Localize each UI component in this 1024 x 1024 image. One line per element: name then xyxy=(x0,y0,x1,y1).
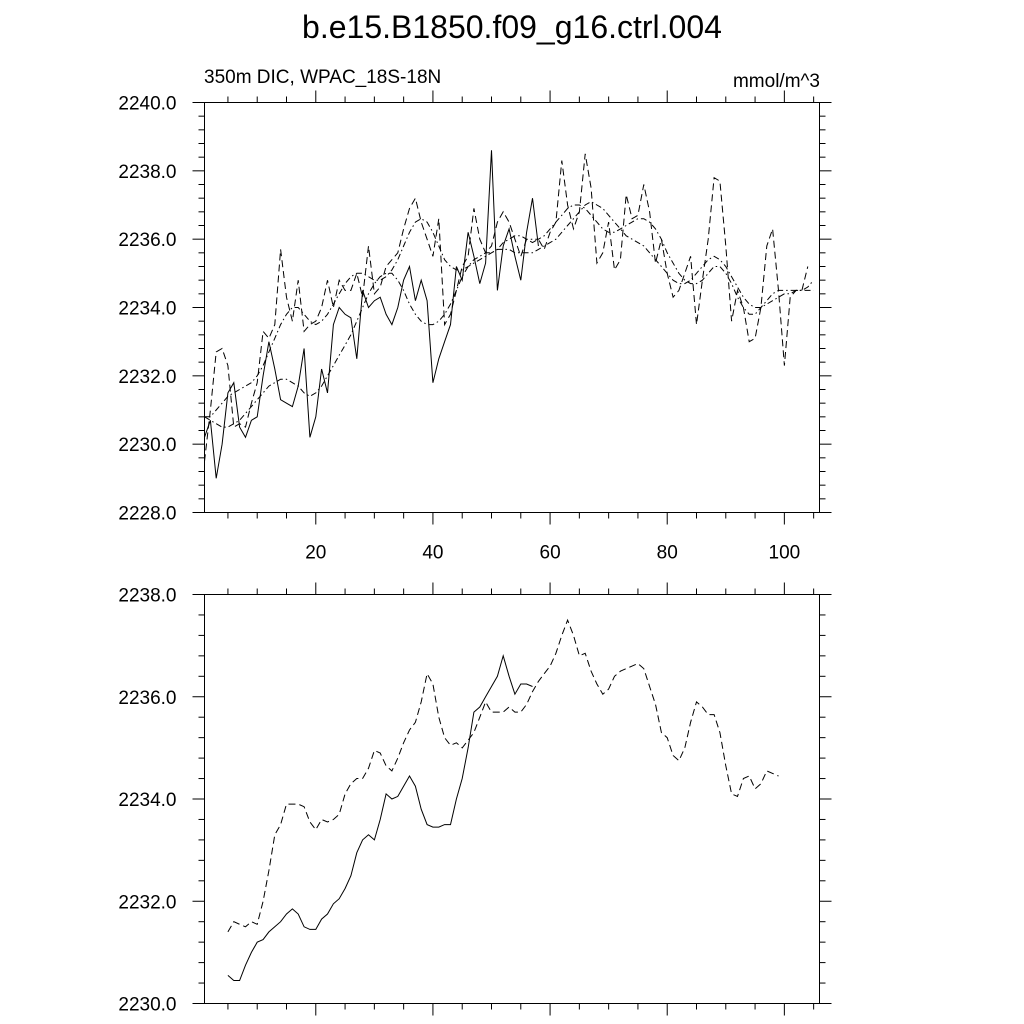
top-xtick-label: 40 xyxy=(422,543,443,564)
top-ytick-label: 2240.0 xyxy=(118,94,176,115)
top-left-label: 350m DIC, WPAC_18S-18N xyxy=(204,67,441,88)
bottom-ytick-label: 2230.0 xyxy=(118,995,176,1016)
bottom-series-group xyxy=(227,618,779,981)
bottom-ytick-label: 2234.0 xyxy=(118,790,176,811)
top-series-group xyxy=(204,150,814,479)
top-panel: 350m DIC, WPAC_18S-18N mmol/m^3 20 40 60 80… xyxy=(118,67,832,564)
bottom-series-line-1 xyxy=(227,653,533,981)
top-tick-labels: 20 40 60 80 100 2228.0 2230.0 2232.0 2234.0 2236.… xyxy=(118,94,800,564)
top-xtick-label: 100 xyxy=(769,543,801,564)
bottom-series-line-2 xyxy=(227,618,779,933)
bottom-ytick-label: 2232.0 xyxy=(118,892,176,913)
bottom-ytick-label: 2236.0 xyxy=(118,688,176,709)
top-ytick-label: 2232.0 xyxy=(118,367,176,388)
bottom-tick-labels: 2230.0 2232.0 2234.0 2236.0 2238.0 xyxy=(118,586,176,1016)
top-major-ticks xyxy=(192,90,832,525)
top-right-label: mmol/m^3 xyxy=(733,71,820,92)
top-ytick-label: 2234.0 xyxy=(118,299,176,320)
bottom-plot-frame xyxy=(204,594,820,1004)
bottom-major-ticks xyxy=(192,582,832,1016)
top-ytick-label: 2230.0 xyxy=(118,435,176,456)
chart-title: b.e15.B1850.f09_g16.ctrl.004 xyxy=(302,9,722,45)
top-ytick-label: 2236.0 xyxy=(118,230,176,251)
top-xtick-label: 60 xyxy=(540,543,561,564)
top-xtick-label: 80 xyxy=(657,543,678,564)
bottom-minor-ticks xyxy=(198,588,826,1010)
top-minor-ticks xyxy=(198,96,826,519)
top-series-line-4 xyxy=(204,204,814,418)
top-xtick-label: 20 xyxy=(305,543,326,564)
top-ytick-label: 2238.0 xyxy=(118,162,176,183)
top-ytick-label: 2228.0 xyxy=(118,504,176,525)
top-series-line-1 xyxy=(204,150,539,479)
bottom-panel: 2230.0 2232.0 2234.0 2236.0 2238.0 xyxy=(118,582,832,1016)
top-series-line-2 xyxy=(204,153,809,462)
bottom-ytick-label: 2238.0 xyxy=(118,586,176,607)
